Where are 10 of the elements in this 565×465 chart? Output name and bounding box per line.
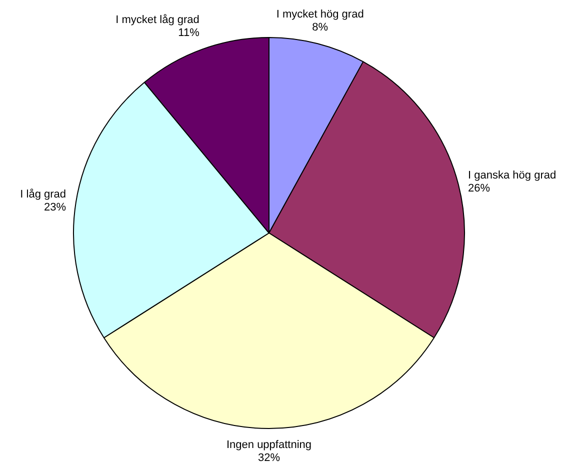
data-label: 26% [468,182,490,194]
data-label: 32% [258,452,280,464]
slice-label: I låg grad [20,188,66,200]
slice-label: I mycket hög grad [276,8,364,20]
slice-label: I ganska hög grad [468,169,556,182]
data-label: 8% [312,21,328,34]
data-label: 23% [44,201,66,214]
data-label: 11% [178,27,200,40]
slice-label: Ingen uppfattning [226,439,312,452]
slice-label: I mycket låg grad [116,14,200,26]
